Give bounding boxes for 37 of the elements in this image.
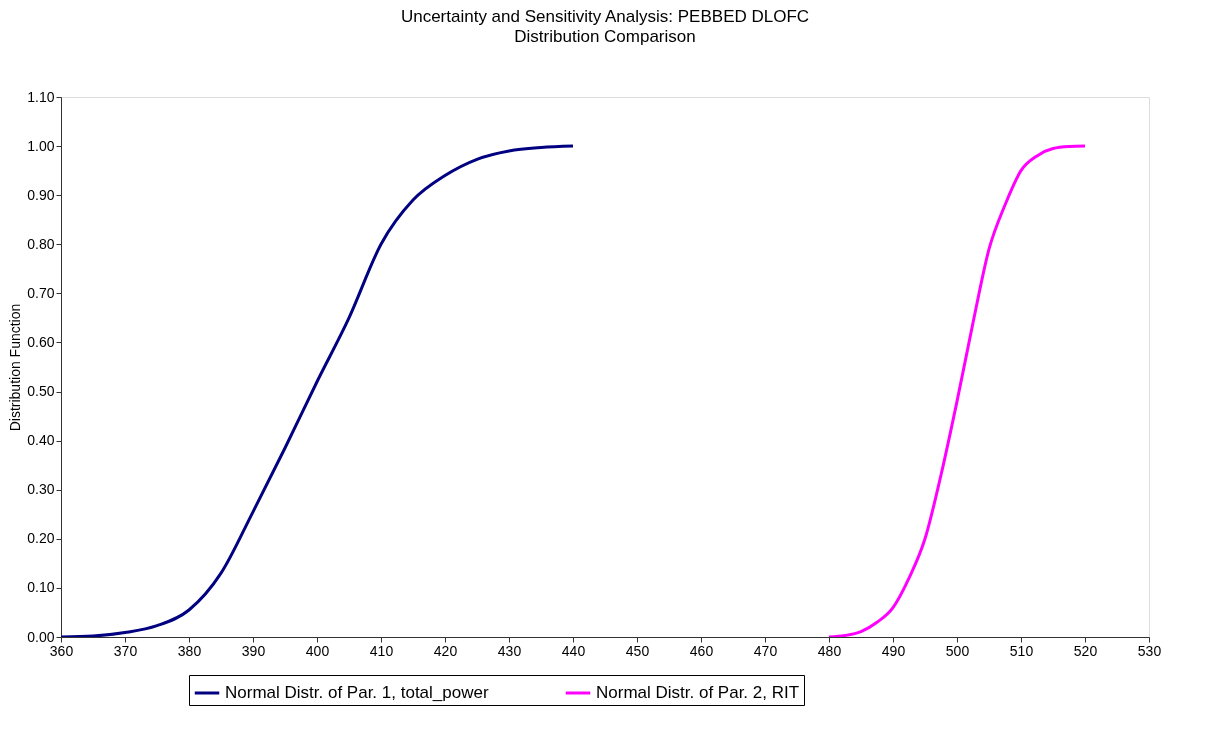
- y-tick-label: 0.60: [27, 333, 55, 350]
- x-tick-label: 470: [753, 642, 778, 659]
- y-tick-label: 0.20: [27, 530, 55, 547]
- line-series: [61, 144, 575, 637]
- y-tick-label: 0.70: [27, 284, 55, 301]
- x-tick-label: 390: [241, 642, 266, 659]
- x-tick-label: 450: [625, 642, 650, 659]
- y-tick-label: 0.40: [27, 432, 55, 449]
- x-tick-label: 370: [113, 642, 138, 659]
- chart-subtitle: Distribution Comparison: [514, 27, 696, 46]
- x-tick-label: 380: [177, 642, 202, 659]
- y-tick-label: 0.80: [27, 235, 55, 252]
- y-tick-label: 0.50: [27, 383, 55, 400]
- x-tick-label: 420: [433, 642, 458, 659]
- x-tick-label: 360: [49, 642, 74, 659]
- x-tick-label: 400: [305, 642, 330, 659]
- line-series: [827, 144, 1087, 637]
- y-tick-label: 0.00: [27, 628, 55, 645]
- x-tick-label: 430: [497, 642, 522, 659]
- legend-label: Normal Distr. of Par. 2, RIT: [596, 683, 800, 702]
- y-tick-label: 1.00: [27, 137, 55, 154]
- x-tick-label: 520: [1073, 642, 1098, 659]
- y-axis-title: Distribution Function: [7, 303, 24, 432]
- y-tick-label: 1.10: [27, 88, 55, 105]
- x-tick-label: 410: [369, 642, 394, 659]
- x-tick-label: 530: [1137, 642, 1162, 659]
- x-tick-label: 460: [689, 642, 714, 659]
- y-tick-label: 0.30: [27, 481, 55, 498]
- x-tick-label: 480: [817, 642, 842, 659]
- x-tick-label: 490: [881, 642, 906, 659]
- x-tick-label: 500: [945, 642, 970, 659]
- y-tick-label: 0.90: [27, 186, 55, 203]
- legend-label: Normal Distr. of Par. 1, total_power: [225, 683, 489, 702]
- x-tick-label: 510: [1009, 642, 1034, 659]
- chart-title: Uncertainty and Sensitivity Analysis: PEBBED DLOFC: [400, 7, 810, 26]
- y-tick-label: 0.10: [27, 579, 55, 596]
- x-tick-label: 440: [561, 642, 586, 659]
